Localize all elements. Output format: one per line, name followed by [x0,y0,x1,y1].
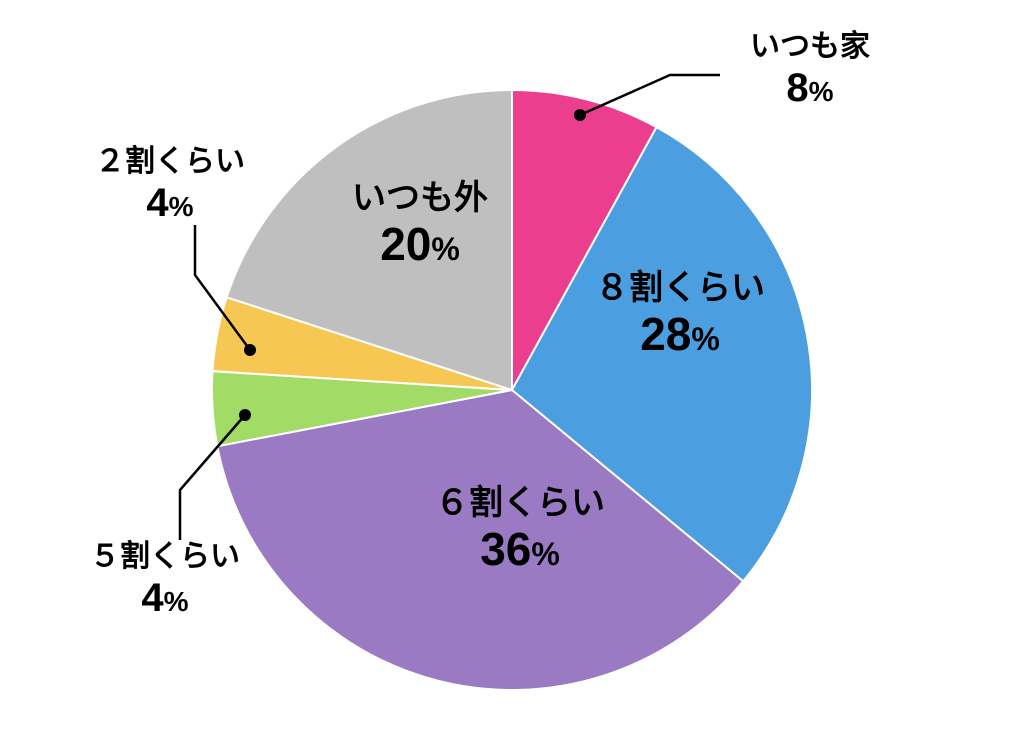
pie-chart: いつも家8%８割くらい28%６割くらい36%５割くらい4%２割くらい4%いつも外… [0,0,1024,756]
slice-value-number: 8 [786,65,808,109]
leader-dot [239,409,251,421]
slice-value-number: 36 [480,523,531,575]
slice-label-name: ８割くらい [595,269,765,308]
leader-dot [244,344,256,356]
slice-label: ５割くらい4% [90,540,240,621]
percent-symbol: % [431,231,459,267]
slice-value-number: 28 [640,308,691,360]
slice-label-name: いつも家 [750,30,870,65]
slice-label-value: 20% [352,218,488,271]
percent-symbol: % [691,321,719,357]
slice-label-value: 4% [95,179,245,225]
slice-label-name: ６割くらい [435,484,605,523]
percent-symbol: % [531,536,559,572]
percent-symbol: % [809,75,834,106]
slice-label-value: 8% [750,64,870,110]
slice-label: いつも外20% [352,179,488,271]
slice-label-value: 28% [595,308,765,361]
leader-dot [574,109,586,121]
slice-value-number: 20 [380,218,431,270]
slice-label-name: いつも外 [352,179,488,218]
percent-symbol: % [164,585,189,616]
slice-value-number: 4 [141,575,163,619]
slice-label-value: 36% [435,523,605,576]
pie-svg [0,0,1024,756]
slice-label: ６割くらい36% [435,484,605,576]
slice-label: ２割くらい4% [95,145,245,226]
slice-label-name: ２割くらい [95,145,245,180]
slice-label: いつも家8% [750,30,870,111]
slice-label-value: 4% [90,574,240,620]
slice-label-name: ５割くらい [90,540,240,575]
slice-label: ８割くらい28% [595,269,765,361]
slice-value-number: 4 [146,180,168,224]
percent-symbol: % [169,190,194,221]
